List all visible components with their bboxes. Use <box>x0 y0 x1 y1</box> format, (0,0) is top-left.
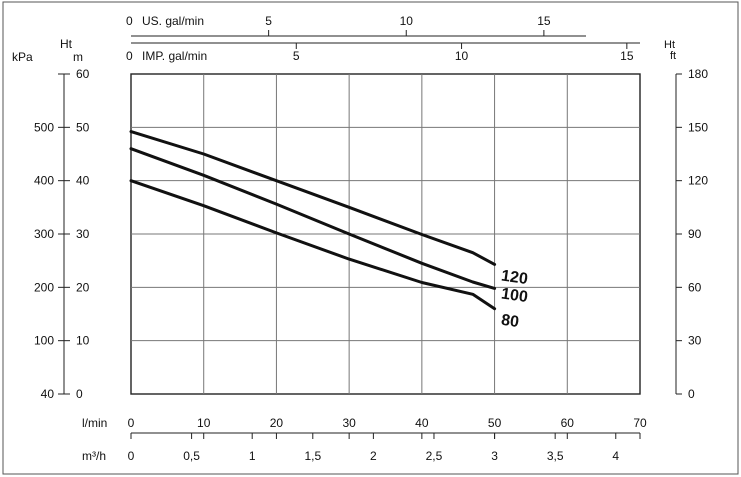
right-tick-label: 150 <box>688 120 708 134</box>
m3h-tick-label: 0 <box>128 449 135 463</box>
left-m-tick-label: 0 <box>76 387 83 401</box>
imp-gpm-zero: 0 <box>126 49 133 63</box>
m3h-tick-label: 1 <box>249 449 256 463</box>
left-m-tick-label: 50 <box>76 120 90 134</box>
m3h-tick-label: 3,5 <box>547 449 564 463</box>
left-axis-ticks: 0 10 20 30 40 50 60 40 100 200 300 400 500 <box>34 67 90 401</box>
imp-gpm-tick-label: 5 <box>293 49 300 63</box>
left-kpa-tick-label: 400 <box>34 174 54 188</box>
right-ht-label: Ht <box>664 39 675 51</box>
right-ft-label: ft <box>670 50 676 62</box>
imp-gpm-tick-label: 15 <box>620 49 634 63</box>
left-ht-label: Ht <box>60 37 73 51</box>
us-gpm-tick-label: 5 <box>265 14 272 28</box>
left-kpa-label: kPa <box>12 50 33 64</box>
series-label-120: 120 <box>500 268 529 289</box>
m3h-label: m³/h <box>82 449 106 463</box>
left-m-tick-label: 20 <box>76 280 90 294</box>
us-gpm-tick-label: 10 <box>400 14 414 28</box>
left-m-tick-label: 40 <box>76 174 90 188</box>
imp-gpm-label: IMP. gal/min <box>142 49 207 63</box>
left-m-tick-label: 60 <box>76 67 90 81</box>
m3h-tick-label: 0,5 <box>183 449 200 463</box>
lmin-tick-label: 50 <box>488 416 502 430</box>
series-curve-120 <box>129 130 497 266</box>
m3h-tick-label: 2,5 <box>426 449 443 463</box>
lmin-tick-label: 30 <box>342 416 356 430</box>
us-gpm-label: US. gal/min <box>142 14 204 28</box>
left-kpa-tick-label: 100 <box>34 334 54 348</box>
m3h-tick-label: 1,5 <box>304 449 321 463</box>
right-tick-label: 60 <box>688 280 702 294</box>
m3h-tick-label: 2 <box>370 449 377 463</box>
series-curve-100 <box>129 147 497 290</box>
lmin-tick-label: 0 <box>128 416 135 430</box>
left-m-tick-label: 30 <box>76 227 90 241</box>
right-tick-label: 30 <box>688 334 702 348</box>
right-tick-label: 180 <box>688 67 708 81</box>
series-curve-80 <box>129 179 497 311</box>
left-kpa-tick-label: 200 <box>34 280 54 294</box>
right-axis-ticks: 0 30 60 90 120 150 180 <box>676 67 708 401</box>
imp-gpm-tick-label: 10 <box>455 49 469 63</box>
left-m-tick-label: 10 <box>76 334 90 348</box>
series-label-80: 80 <box>500 312 520 331</box>
series-label-100: 100 <box>500 286 529 307</box>
lmin-label: l/min <box>82 416 107 430</box>
m3h-tick-label: 4 <box>612 449 619 463</box>
right-tick-label: 120 <box>688 174 708 188</box>
right-tick-label: 0 <box>688 387 695 401</box>
lmin-tick-label: 10 <box>197 416 211 430</box>
top-axis-ticks: 5 10 15 5 10 15 <box>265 14 634 63</box>
lmin-tick-label: 20 <box>270 416 284 430</box>
left-kpa-tick-label: 40 <box>41 387 55 401</box>
left-m-label: m <box>73 50 83 64</box>
us-gpm-tick-label: 15 <box>537 14 551 28</box>
left-kpa-tick-label: 500 <box>34 120 54 134</box>
m3h-tick-label: 3 <box>491 449 498 463</box>
right-tick-label: 90 <box>688 227 702 241</box>
bottom-axis-ticks: 0 10 20 30 40 50 60 70 0 0,5 1 1,5 2 2,5 3 3,5 4 <box>128 416 647 463</box>
lmin-tick-label: 40 <box>415 416 429 430</box>
lmin-tick-label: 60 <box>561 416 575 430</box>
us-gpm-zero: 0 <box>126 14 133 28</box>
lmin-tick-label: 70 <box>633 416 647 430</box>
left-kpa-tick-label: 300 <box>34 227 54 241</box>
